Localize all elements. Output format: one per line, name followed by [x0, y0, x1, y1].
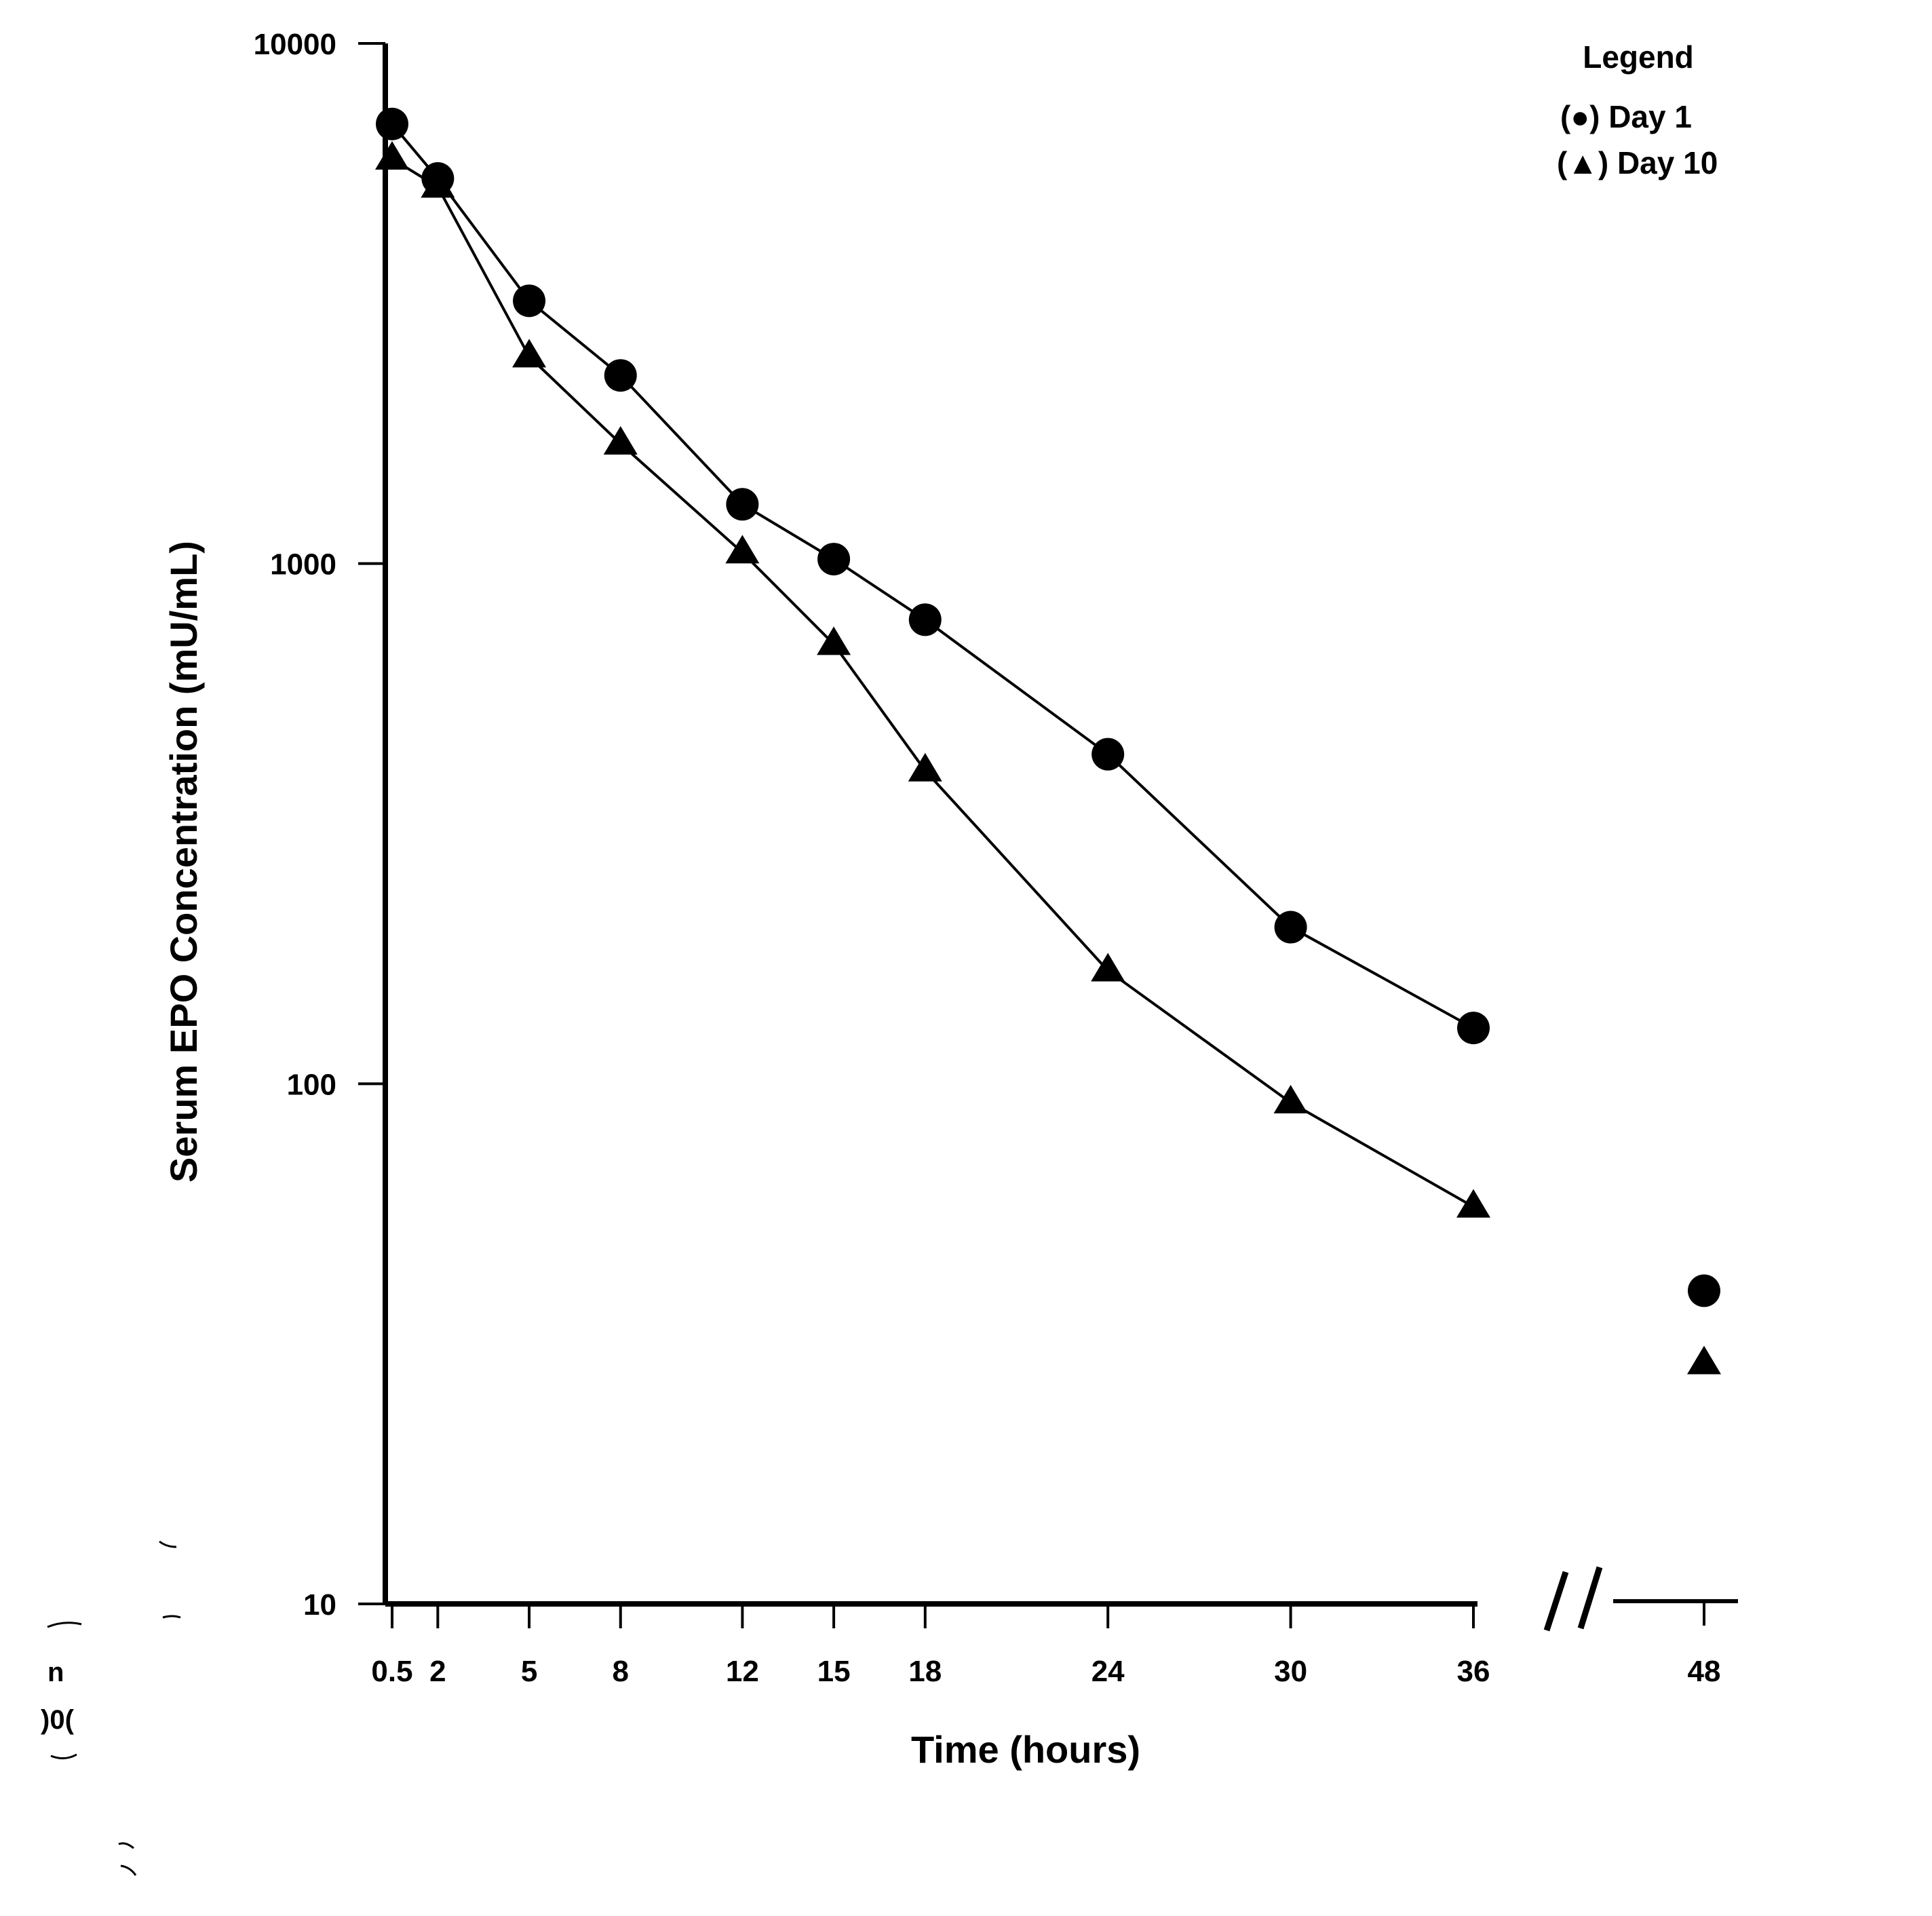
day-10-point: [908, 752, 942, 782]
y-tick-label: 100: [287, 1068, 336, 1101]
y-ticks: 10 100 1000 10000: [254, 28, 385, 1622]
legend: Legend (●) Day 1 (▲) Day 10: [1557, 39, 1718, 180]
x-tick-label: 30: [1274, 1655, 1307, 1688]
day-10-point: [512, 339, 547, 368]
day-10-point: [375, 141, 409, 170]
x-tick-label: 24: [1091, 1655, 1125, 1688]
day-1-point: [817, 543, 851, 576]
x-tick-label: 0.5: [371, 1655, 412, 1688]
y-tick-label: 10: [303, 1588, 336, 1622]
day-10-point: [421, 169, 455, 198]
x-tick-label: 18: [908, 1655, 942, 1688]
day-10-point: [1687, 1345, 1721, 1375]
day-10-point: [603, 425, 638, 455]
axes: [383, 43, 1738, 1607]
day-10-point: [1456, 1189, 1490, 1218]
scan-artifacts: [47, 1540, 181, 1876]
y-tick-label: 1000: [270, 548, 336, 581]
x-tick-label: 8: [613, 1655, 629, 1688]
series-line-day-1: [391, 123, 1474, 1029]
day-10-point: [1273, 1085, 1308, 1114]
day-1-point: [1091, 737, 1125, 771]
y-tick-label: 10000: [254, 28, 336, 61]
x-ticks: 0.5 2 5 8 12 15 18 24 30 36 48: [371, 1601, 1720, 1688]
day-1-point: [376, 107, 408, 140]
x-tick-label: 48: [1688, 1655, 1721, 1688]
legend-entry-day-1: (●) Day 1: [1560, 99, 1692, 134]
x-tick-label: 12: [726, 1655, 759, 1688]
legend-entry-day-10: (▲) Day 10: [1557, 145, 1718, 180]
day-10-point: [1091, 953, 1125, 982]
y-axis-title: Serum EPO Concentration (mU/mL): [162, 541, 205, 1183]
series-markers: [375, 107, 1721, 1375]
axis-break: [1543, 1566, 1603, 1632]
day-10-point: [725, 535, 760, 564]
x-axis-title: Time (hours): [911, 1728, 1140, 1771]
day-1-point: [1688, 1274, 1720, 1307]
series-line-day-10: [391, 157, 1474, 1208]
day-1-point: [604, 359, 637, 392]
day-1-point: [1457, 1012, 1490, 1045]
x-tick-label: 36: [1457, 1655, 1490, 1688]
day-10-point: [817, 626, 851, 655]
series-lines: [391, 123, 1474, 1208]
day-1-point: [513, 284, 546, 318]
scan-artifact-text: n )0(: [41, 1658, 75, 1735]
x-tick-label: 2: [429, 1655, 446, 1688]
legend-title: Legend: [1583, 39, 1694, 75]
x-tick-label: 5: [521, 1655, 537, 1688]
x-tick-label: 15: [817, 1655, 851, 1688]
day-1-point: [1274, 911, 1307, 944]
day-1-point: [908, 603, 942, 636]
day-1-point: [726, 488, 759, 521]
